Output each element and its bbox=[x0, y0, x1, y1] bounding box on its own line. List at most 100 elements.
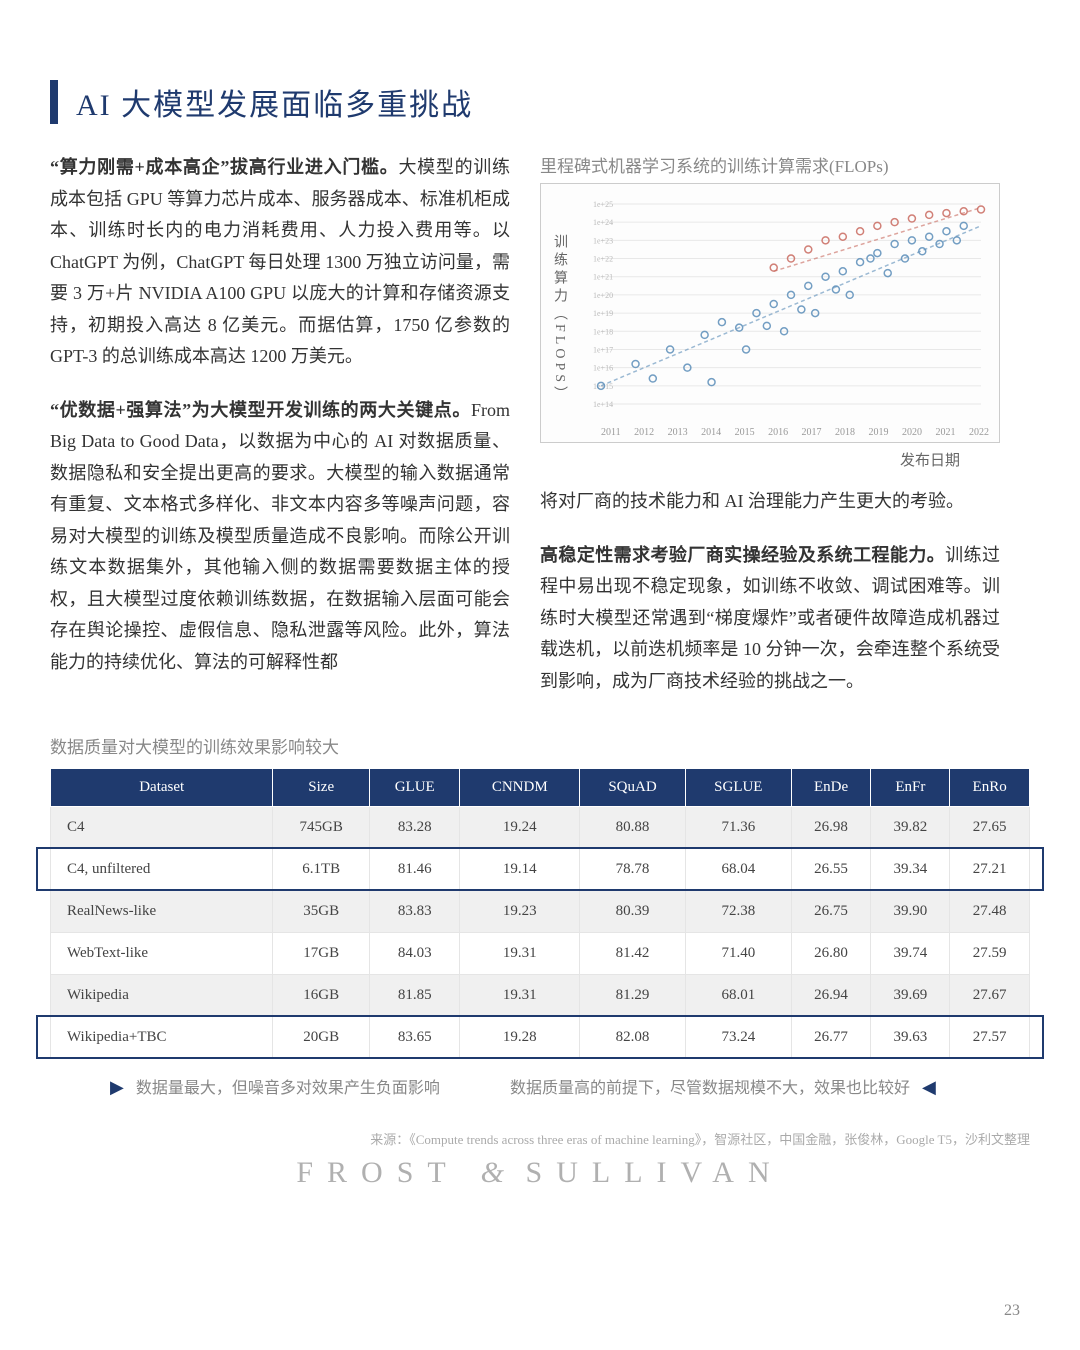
table-cell: 19.31 bbox=[460, 975, 580, 1017]
chart-xtick: 2011 bbox=[601, 427, 621, 438]
table-cell: 745GB bbox=[273, 807, 370, 849]
table-header-cell: EnDe bbox=[791, 769, 871, 807]
table-cell: 80.39 bbox=[580, 891, 686, 933]
brand-left: FROST bbox=[296, 1156, 459, 1189]
table-cell: 81.46 bbox=[370, 849, 460, 891]
table-cell: 72.38 bbox=[685, 891, 791, 933]
table-cell: 26.55 bbox=[791, 849, 871, 891]
chart-xtick: 2022 bbox=[969, 427, 989, 438]
svg-text:1e+17: 1e+17 bbox=[593, 345, 613, 354]
table-cell: Wikipedia bbox=[51, 975, 273, 1017]
table-cell: 39.34 bbox=[871, 849, 950, 891]
table-annotations: ▶ 数据量最大，但噪音多对效果产生负面影响 数据质量高的前提下，尽管数据规模不大… bbox=[50, 1077, 1030, 1101]
table-cell: 83.28 bbox=[370, 807, 460, 849]
annotation-left-text: 数据量最大，但噪音多对效果产生负面影响 bbox=[136, 1080, 440, 1097]
left-column: “算力刚需+成本高企”拔高行业进入门槛。大模型的训练成本包括 GPU 等算力芯片… bbox=[50, 152, 510, 719]
table-header-cell: Dataset bbox=[51, 769, 273, 807]
table-cell: 39.69 bbox=[871, 975, 950, 1017]
table-header-cell: CNNDM bbox=[460, 769, 580, 807]
svg-text:1e+19: 1e+19 bbox=[593, 309, 613, 318]
table-cell: 19.14 bbox=[460, 849, 580, 891]
table-cell: 39.90 bbox=[871, 891, 950, 933]
chart-xtick: 2017 bbox=[802, 427, 822, 438]
table-cell: 81.29 bbox=[580, 975, 686, 1017]
table-cell: 19.28 bbox=[460, 1017, 580, 1059]
table-cell: Wikipedia+TBC bbox=[51, 1017, 273, 1059]
svg-text:1e+16: 1e+16 bbox=[593, 364, 613, 373]
table-cell: 19.31 bbox=[460, 933, 580, 975]
chart-xlabel: 发布日期 bbox=[540, 449, 1000, 470]
svg-text:1e+14: 1e+14 bbox=[593, 400, 613, 409]
table-cell: 68.01 bbox=[685, 975, 791, 1017]
table-row: WebText-like17GB84.0319.3181.4271.4026.8… bbox=[51, 933, 1030, 975]
table-cell: 20GB bbox=[273, 1017, 370, 1059]
table-cell: 27.21 bbox=[950, 849, 1030, 891]
annotation-left: ▶ 数据量最大，但噪音多对效果产生负面影响 bbox=[110, 1077, 470, 1101]
table-cell: 73.24 bbox=[685, 1017, 791, 1059]
p2-lead: “优数据+强算法”为大模型开发训练的两大关键点。 bbox=[50, 400, 471, 420]
table-header-cell: SQuAD bbox=[580, 769, 686, 807]
table-cell: 27.59 bbox=[950, 933, 1030, 975]
table-row: C4, unfiltered6.1TB81.4619.1478.7868.042… bbox=[51, 849, 1030, 891]
table-cell: 26.80 bbox=[791, 933, 871, 975]
table-cell: 83.83 bbox=[370, 891, 460, 933]
p1-lead: “算力刚需+成本高企”拔高行业进入门槛。 bbox=[50, 157, 398, 177]
page-number: 23 bbox=[1004, 1302, 1020, 1320]
svg-text:1e+25: 1e+25 bbox=[593, 200, 613, 209]
table-header-cell: GLUE bbox=[370, 769, 460, 807]
paragraph-4: 高稳定性需求考验厂商实操经验及系统工程能力。训练过程中易出现不稳定现象，如训练不… bbox=[540, 540, 1000, 698]
table-cell: 81.85 bbox=[370, 975, 460, 1017]
table-cell: 17GB bbox=[273, 933, 370, 975]
source-line: 来源：《Compute trends across three eras of … bbox=[50, 1129, 1030, 1148]
dataset-table: DatasetSizeGLUECNNDMSQuADSGLUEEnDeEnFrEn… bbox=[50, 768, 1030, 1059]
p2-body: From Big Data to Good Data，以数据为中心的 AI 对数… bbox=[50, 400, 510, 672]
table-cell: 27.48 bbox=[950, 891, 1030, 933]
table-cell: 39.74 bbox=[871, 933, 950, 975]
svg-text:1e+21: 1e+21 bbox=[593, 273, 613, 282]
chart-xtick: 2018 bbox=[835, 427, 855, 438]
paragraph-2: “优数据+强算法”为大模型开发训练的两大关键点。From Big Data to… bbox=[50, 395, 510, 679]
page-title: AI 大模型发展面临多重挑战 bbox=[76, 80, 1030, 124]
chart-xtick: 2020 bbox=[902, 427, 922, 438]
table-cell: 78.78 bbox=[580, 849, 686, 891]
table-cell: 84.03 bbox=[370, 933, 460, 975]
table-row: Wikipedia+TBC20GB83.6519.2882.0873.2426.… bbox=[51, 1017, 1030, 1059]
table-cell: 71.36 bbox=[685, 807, 791, 849]
table-cell: 26.98 bbox=[791, 807, 871, 849]
paragraph-3: 将对厂商的技术能力和 AI 治理能力产生更大的考验。 bbox=[540, 486, 1000, 518]
table-header-cell: Size bbox=[273, 769, 370, 807]
svg-text:1e+24: 1e+24 bbox=[593, 218, 613, 227]
chart-xtick: 2012 bbox=[634, 427, 654, 438]
table-header-cell: EnFr bbox=[871, 769, 950, 807]
p1-body: 大模型的训练成本包括 GPU 等算力芯片成本、服务器成本、标准机柜成本、训练时长… bbox=[50, 157, 510, 366]
table-cell: 81.42 bbox=[580, 933, 686, 975]
table-cell: 83.65 bbox=[370, 1017, 460, 1059]
table-cell: 26.77 bbox=[791, 1017, 871, 1059]
chart-xtick: 2014 bbox=[701, 427, 721, 438]
table-header-cell: SGLUE bbox=[685, 769, 791, 807]
paragraph-1: “算力刚需+成本高企”拔高行业进入门槛。大模型的训练成本包括 GPU 等算力芯片… bbox=[50, 152, 510, 373]
brand-footer: FROST & SULLIVAN bbox=[50, 1156, 1030, 1190]
page-title-bar: AI 大模型发展面临多重挑战 bbox=[50, 80, 1030, 124]
table-cell: 19.24 bbox=[460, 807, 580, 849]
brand-amp: & bbox=[481, 1156, 504, 1189]
table-cell: C4 bbox=[51, 807, 273, 849]
table-cell: 6.1TB bbox=[273, 849, 370, 891]
svg-text:1e+20: 1e+20 bbox=[593, 291, 613, 300]
chart-xtick: 2013 bbox=[668, 427, 688, 438]
svg-text:1e+23: 1e+23 bbox=[593, 236, 613, 245]
table-cell: RealNews-like bbox=[51, 891, 273, 933]
table-cell: 26.94 bbox=[791, 975, 871, 1017]
table-cell: 19.23 bbox=[460, 891, 580, 933]
table-cell: 68.04 bbox=[685, 849, 791, 891]
table-cell: 39.63 bbox=[871, 1017, 950, 1059]
table-cell: WebText-like bbox=[51, 933, 273, 975]
p4-body: 训练过程中易出现不稳定现象，如训练不收敛、调试困难等。训练时大模型还常遇到“梯度… bbox=[540, 545, 1000, 691]
table-cell: 26.75 bbox=[791, 891, 871, 933]
chart-xtick: 2021 bbox=[935, 427, 955, 438]
table-cell: 80.88 bbox=[580, 807, 686, 849]
right-column: 里程碑式机器学习系统的训练计算需求(FLOPs) 训练算力（FLOPS） 1e+… bbox=[540, 152, 1000, 719]
table-row: C4745GB83.2819.2480.8871.3626.9839.8227.… bbox=[51, 807, 1030, 849]
table-cell: 82.08 bbox=[580, 1017, 686, 1059]
arrow-icon: ◀ bbox=[922, 1077, 936, 1098]
